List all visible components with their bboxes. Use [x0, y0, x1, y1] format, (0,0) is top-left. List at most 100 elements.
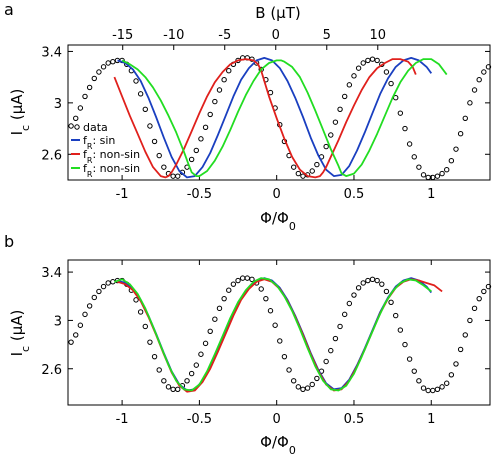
data-point-b-1 — [73, 332, 79, 338]
data-point-b-39 — [249, 276, 255, 283]
x-tick-label-b-2: 0 — [273, 412, 281, 427]
data-point-b-55 — [323, 358, 329, 365]
data-point-a-27 — [193, 147, 200, 154]
data-point-b-57 — [332, 335, 339, 342]
data-point-b-69 — [388, 299, 394, 305]
y-tick-label-b-2: 3.4 — [41, 266, 62, 281]
data-point-a-16 — [142, 106, 148, 112]
data-point-a-28 — [198, 136, 204, 142]
data-point-b-90 — [485, 283, 492, 290]
data-point-b-19 — [156, 367, 162, 373]
data-point-a-14 — [133, 78, 139, 84]
data-point-b-28 — [198, 351, 204, 357]
data-point-b-17 — [147, 339, 153, 345]
data-point-b-3 — [82, 311, 88, 318]
data-point-a-32 — [216, 87, 223, 93]
data-point-b-45 — [277, 338, 283, 344]
data-point-a-64 — [365, 57, 371, 64]
data-point-a-81 — [444, 167, 450, 173]
data-point-a-90 — [485, 64, 492, 70]
legend-a: data fR: sin fR: non-sin fR: non-sin — [71, 121, 140, 179]
data-point-a-59 — [341, 93, 348, 100]
data-point-a-65 — [369, 56, 376, 62]
panel-label-b: b — [4, 232, 14, 251]
y-tick-label-a-2: 3.4 — [41, 45, 62, 60]
legend-sin-rest: : sin — [92, 134, 115, 147]
data-point-a-63 — [360, 60, 366, 66]
x-tick-label-a-4: 1 — [427, 187, 435, 202]
data-point-a-15 — [137, 91, 144, 97]
data-point-b-72 — [402, 341, 408, 348]
legend-sin-sub: R — [87, 142, 93, 151]
legend-label-data: data — [83, 121, 108, 134]
legend-sin-main: f — [83, 134, 88, 147]
data-point-a-55 — [323, 143, 329, 150]
data-point-b-76 — [420, 385, 427, 391]
data-point-b-62 — [355, 285, 362, 291]
legend-label-green: fR: non-sin — [83, 162, 140, 179]
x-tick-label-a-1: -0.5 — [187, 187, 212, 202]
data-point-b-49 — [295, 384, 302, 390]
data-point-b-86 — [467, 317, 473, 324]
data-point-a-87 — [471, 87, 478, 93]
data-point-b-27 — [193, 362, 200, 368]
x-tick-label-a-0: -1 — [116, 187, 129, 202]
series-a — [68, 55, 492, 181]
y-axis-label-b-sub: c — [19, 346, 32, 352]
data-point-a-7 — [100, 64, 107, 70]
top-axis-label: B (μT) — [255, 4, 300, 22]
data-point-b-0 — [68, 339, 74, 345]
plot-area-a — [67, 44, 491, 181]
data-point-a-68 — [383, 69, 390, 75]
legend-green-sub: R — [87, 170, 93, 179]
data-point-b-84 — [457, 346, 464, 353]
data-point-b-21 — [165, 384, 172, 390]
data-point-a-29 — [202, 124, 209, 130]
x-axis-label-b-main: Φ/Φ — [260, 433, 289, 451]
data-point-a-17 — [147, 123, 153, 129]
data-point-b-42 — [263, 295, 269, 302]
top-tick-label-0: -15 — [112, 28, 133, 43]
data-point-a-84 — [457, 131, 464, 137]
data-point-a-19 — [156, 152, 162, 159]
data-point-a-83 — [453, 146, 459, 152]
x-axis-label-b-sub: 0 — [289, 444, 296, 457]
panel-b: b Ic (μA) -1 -0.5 0 0.5 12.633.4 Φ/Φ0 — [4, 232, 492, 457]
y-axis-label-a-sub: c — [19, 125, 32, 131]
data-point-b-75 — [416, 378, 422, 384]
top-tick-label-3: 0 — [272, 28, 280, 43]
data-point-b-64 — [365, 277, 371, 284]
data-point-b-58 — [337, 323, 343, 330]
data-point-b-81 — [444, 380, 450, 386]
data-point-b-56 — [328, 347, 334, 354]
top-axis-ticks: -15 -10 -5 0 5 10 — [112, 28, 386, 50]
y-axis-label-b: Ic (μA) — [8, 310, 32, 357]
data-point-a-5 — [91, 75, 97, 82]
panel-label-a: a — [4, 0, 14, 19]
data-point-b-71 — [397, 327, 404, 333]
data-point-b-34 — [226, 287, 232, 293]
data-point-b-20 — [161, 378, 167, 384]
data-point-b-16 — [142, 323, 148, 330]
x-axis-label-b: Φ/Φ0 — [260, 433, 296, 457]
x-tick-label-a-3: 0.5 — [344, 187, 365, 202]
y-axis-label-b-rest: (μA) — [8, 310, 26, 346]
data-point-b-14 — [133, 297, 139, 303]
data-point-b-68 — [383, 288, 390, 295]
legend-red-main: f — [83, 148, 88, 161]
y-axis-label-a: Ic (μA) — [8, 89, 32, 136]
data-point-a-75 — [416, 164, 422, 170]
data-point-a-76 — [420, 172, 427, 178]
data-point-b-43 — [267, 308, 274, 314]
series-line-b-2 — [117, 278, 443, 393]
data-point-b-78 — [430, 387, 436, 394]
data-point-b-61 — [351, 292, 357, 298]
x-tick-label-b-0: -1 — [116, 412, 129, 427]
data-point-a-31 — [212, 98, 218, 105]
series-line-a-2 — [113, 58, 417, 179]
data-point-b-26 — [188, 370, 195, 377]
y-axis-label-a-rest: (μA) — [8, 89, 26, 125]
data-point-b-79 — [434, 386, 441, 392]
data-point-a-23 — [175, 173, 181, 179]
data-point-b-87 — [471, 305, 478, 312]
